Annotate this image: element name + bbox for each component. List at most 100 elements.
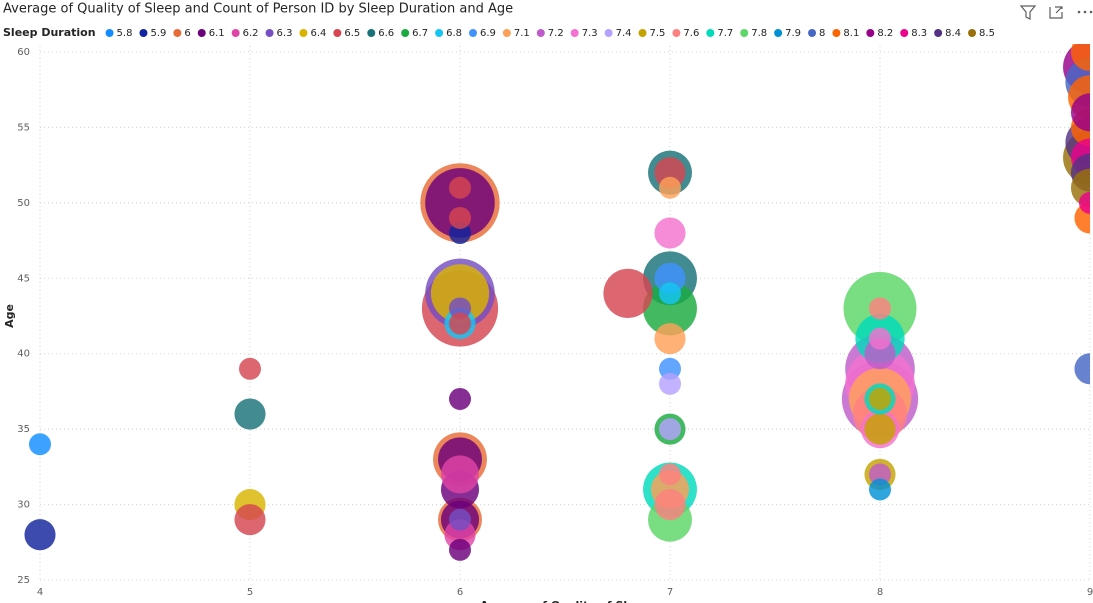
bubble bbox=[1070, 93, 1090, 132]
legend-marker bbox=[832, 29, 841, 37]
bubble bbox=[659, 372, 681, 395]
legend-marker bbox=[468, 29, 477, 37]
bubble bbox=[659, 176, 681, 199]
y-tick-label: 50 bbox=[17, 198, 30, 209]
legend-label: 7.9 bbox=[785, 28, 801, 39]
bubble bbox=[449, 538, 471, 561]
legend-marker bbox=[105, 29, 114, 37]
y-tick-label: 40 bbox=[17, 349, 30, 360]
bubble bbox=[654, 217, 686, 249]
legend-label: 7.7 bbox=[717, 28, 733, 39]
legend-item[interactable]: 7.8 bbox=[740, 28, 767, 39]
bubble bbox=[425, 168, 495, 238]
legend-marker bbox=[231, 29, 240, 37]
legend-item[interactable]: 6.4 bbox=[299, 28, 326, 39]
bubble bbox=[869, 327, 891, 350]
legend-title: Sleep Duration bbox=[3, 26, 96, 39]
legend-item[interactable]: 6.9 bbox=[468, 28, 496, 39]
bubble bbox=[603, 268, 653, 318]
bubble bbox=[864, 413, 896, 445]
legend-label: 8.3 bbox=[911, 28, 927, 39]
legend-item[interactable]: 8.1 bbox=[832, 28, 859, 39]
legend-item[interactable]: 7.3 bbox=[570, 28, 598, 39]
bubble bbox=[869, 463, 891, 486]
legend-item[interactable]: 6.8 bbox=[435, 28, 462, 39]
legend-item[interactable]: 7.9 bbox=[774, 28, 801, 39]
legend-marker bbox=[968, 29, 977, 37]
legend-label: 7.8 bbox=[751, 28, 767, 39]
legend-marker bbox=[536, 29, 545, 37]
legend-item[interactable]: 6 bbox=[173, 28, 191, 39]
header-icons bbox=[1019, 5, 1093, 20]
legend-label: 7.3 bbox=[582, 28, 598, 39]
legend-label: 7.5 bbox=[650, 28, 666, 39]
legend-label: 6 bbox=[184, 28, 190, 39]
legend-marker bbox=[173, 29, 182, 37]
legend-item[interactable]: 6.3 bbox=[265, 28, 293, 39]
legend-label: 8.5 bbox=[979, 28, 995, 39]
legend-item[interactable]: 6.6 bbox=[367, 28, 394, 39]
legend-item[interactable]: 7.6 bbox=[672, 28, 699, 39]
bubble bbox=[234, 504, 266, 536]
bubble bbox=[659, 418, 681, 441]
legend-item[interactable]: 6.1 bbox=[197, 28, 225, 39]
legend-item[interactable]: 6.5 bbox=[333, 28, 360, 39]
focus-icon[interactable] bbox=[1049, 6, 1063, 19]
legend-item[interactable]: 7.2 bbox=[536, 28, 564, 39]
legend-item[interactable]: 7.4 bbox=[604, 28, 632, 39]
x-tick-label: 7 bbox=[667, 587, 673, 598]
legend-item[interactable]: 7.7 bbox=[706, 28, 733, 39]
y-tick-label: 45 bbox=[17, 273, 30, 284]
bubble bbox=[234, 398, 266, 430]
legend-label: 8.2 bbox=[877, 28, 893, 39]
legend-label: 8.1 bbox=[843, 28, 859, 39]
bubble bbox=[1074, 353, 1090, 385]
legend-item[interactable]: 8.4 bbox=[934, 28, 961, 39]
y-tick-label: 25 bbox=[17, 575, 30, 586]
legend-marker bbox=[299, 29, 308, 37]
legend-marker bbox=[900, 29, 909, 37]
more-icon[interactable] bbox=[1077, 10, 1093, 14]
bubble bbox=[659, 357, 681, 380]
legend-item[interactable]: 7.5 bbox=[638, 28, 666, 39]
bubble bbox=[659, 463, 681, 486]
bubble bbox=[654, 323, 686, 355]
bubble bbox=[654, 489, 686, 521]
legend-item[interactable]: 7.1 bbox=[502, 28, 530, 39]
legend-marker bbox=[197, 29, 206, 37]
legend-marker bbox=[706, 29, 715, 37]
legend-label: 6.9 bbox=[480, 28, 496, 39]
bubble bbox=[869, 387, 891, 410]
bubble bbox=[449, 312, 471, 335]
legend-item[interactable]: 8 bbox=[808, 28, 825, 39]
legend-marker bbox=[638, 29, 647, 37]
legend-marker bbox=[808, 29, 817, 37]
legend-marker bbox=[401, 29, 410, 37]
chart-title: Average of Quality of Sleep and Count of… bbox=[3, 2, 513, 17]
bubble bbox=[449, 206, 471, 229]
legend-item[interactable]: 5.8 bbox=[105, 28, 133, 39]
legend-item[interactable]: 6.7 bbox=[401, 28, 428, 39]
y-tick-label: 35 bbox=[17, 424, 30, 435]
bubble bbox=[643, 281, 697, 336]
legend-marker bbox=[604, 29, 613, 37]
legend-item[interactable]: 6.2 bbox=[231, 28, 259, 39]
legend-label: 6.3 bbox=[277, 28, 293, 39]
legend-label: 8.4 bbox=[945, 28, 961, 39]
legend-marker bbox=[866, 29, 875, 37]
x-tick-label: 8 bbox=[877, 587, 883, 598]
legend-item[interactable]: 8.2 bbox=[866, 28, 893, 39]
legend-marker bbox=[502, 29, 511, 37]
bubble bbox=[449, 176, 471, 199]
legend-item[interactable]: 5.9 bbox=[139, 28, 166, 39]
bubble bbox=[449, 222, 471, 245]
plot-area bbox=[24, 44, 1090, 561]
legend-marker bbox=[774, 29, 783, 37]
bubble bbox=[239, 357, 261, 380]
legend-item[interactable]: 8.3 bbox=[900, 28, 927, 39]
legend-item[interactable]: 8.5 bbox=[968, 28, 995, 39]
bubble bbox=[29, 433, 51, 456]
legend-marker bbox=[333, 29, 342, 37]
filter-icon[interactable] bbox=[1019, 5, 1037, 20]
